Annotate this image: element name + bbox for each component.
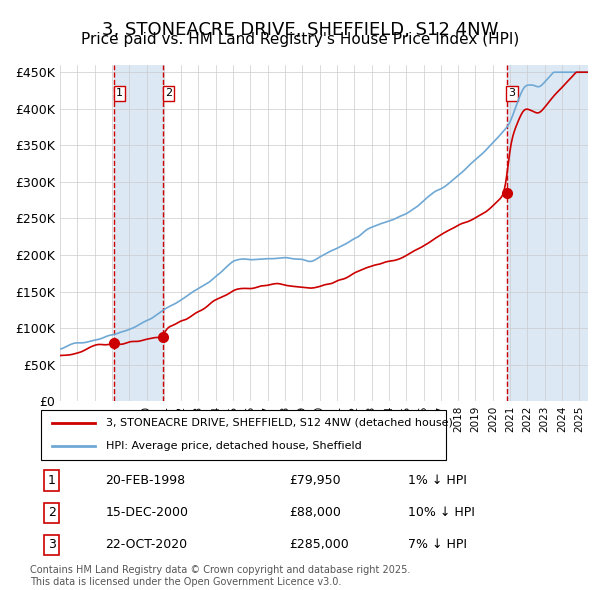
Text: 22-OCT-2020: 22-OCT-2020 (106, 539, 188, 552)
Text: Price paid vs. HM Land Registry's House Price Index (HPI): Price paid vs. HM Land Registry's House … (81, 32, 519, 47)
Text: 3: 3 (47, 539, 56, 552)
Text: 1: 1 (47, 474, 56, 487)
Text: £88,000: £88,000 (289, 506, 341, 519)
Text: Contains HM Land Registry data © Crown copyright and database right 2025.
This d: Contains HM Land Registry data © Crown c… (30, 565, 410, 587)
Text: 2: 2 (47, 506, 56, 519)
Text: 3: 3 (509, 88, 515, 99)
Text: 2: 2 (165, 88, 172, 99)
Bar (507, 65, 588, 401)
Text: 3, STONEACRE DRIVE, SHEFFIELD, S12 4NW (detached house): 3, STONEACRE DRIVE, SHEFFIELD, S12 4NW (… (106, 418, 452, 428)
Text: 15-DEC-2000: 15-DEC-2000 (106, 506, 188, 519)
FancyBboxPatch shape (41, 410, 446, 460)
Text: £285,000: £285,000 (289, 539, 349, 552)
Text: HPI: Average price, detached house, Sheffield: HPI: Average price, detached house, Shef… (106, 441, 361, 451)
Text: 1% ↓ HPI: 1% ↓ HPI (408, 474, 467, 487)
Text: 7% ↓ HPI: 7% ↓ HPI (408, 539, 467, 552)
Text: £79,950: £79,950 (289, 474, 341, 487)
Text: 20-FEB-1998: 20-FEB-1998 (106, 474, 186, 487)
Text: 3, STONEACRE DRIVE, SHEFFIELD, S12 4NW: 3, STONEACRE DRIVE, SHEFFIELD, S12 4NW (102, 21, 498, 39)
Text: 1: 1 (116, 88, 123, 99)
Text: 10% ↓ HPI: 10% ↓ HPI (408, 506, 475, 519)
Bar (114, 65, 163, 401)
